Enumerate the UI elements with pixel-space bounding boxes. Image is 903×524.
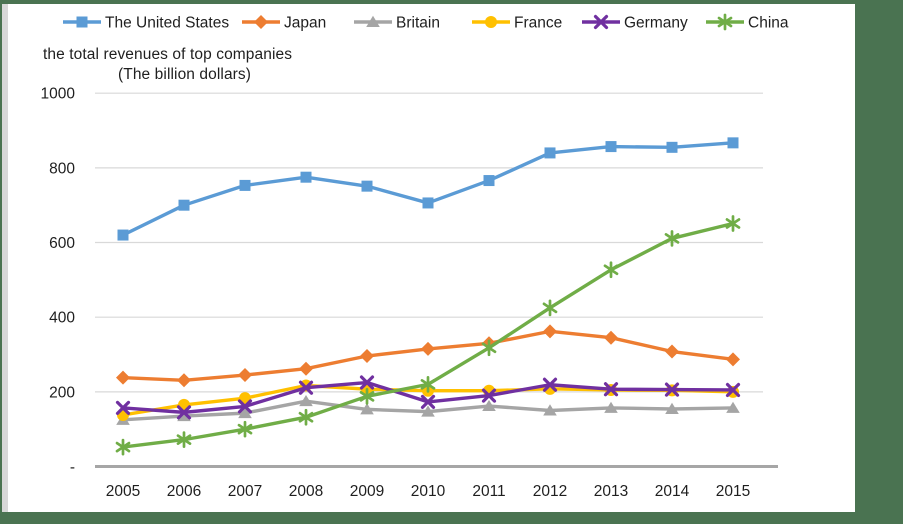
legend-label: The United States bbox=[105, 15, 229, 32]
y-tick-label: 600 bbox=[49, 235, 75, 252]
x-tick-label: 2008 bbox=[289, 483, 323, 500]
x-tick-label: 2010 bbox=[411, 483, 446, 500]
series-the-united-states bbox=[117, 137, 739, 241]
frame-border-left bbox=[0, 0, 2, 524]
series-line bbox=[121, 141, 735, 237]
legend-item-france: France bbox=[472, 15, 562, 32]
x-tick-label: 2012 bbox=[533, 483, 567, 500]
frame-border-bottom bbox=[0, 512, 903, 524]
legend-label: Germany bbox=[624, 15, 688, 32]
legend-item-the-united-states: The United States bbox=[63, 15, 229, 32]
frame-inner-strip bbox=[2, 4, 8, 512]
legend-item-china: China bbox=[706, 13, 789, 32]
legend-item-britain: Britain bbox=[354, 15, 440, 32]
y-tick-label: 400 bbox=[49, 310, 75, 327]
y-tick-label: 200 bbox=[49, 384, 75, 401]
legend-label: China bbox=[748, 15, 789, 32]
chart-title-line1: the total revenues of top companies bbox=[43, 46, 293, 63]
frame-border-top bbox=[0, 0, 903, 4]
x-tick-label: 2014 bbox=[655, 483, 690, 500]
series-germany bbox=[115, 375, 741, 420]
x-tick-label: 2015 bbox=[716, 483, 750, 500]
y-tick-label: - bbox=[70, 459, 75, 476]
series-britain bbox=[116, 394, 740, 425]
x-tick-label: 2006 bbox=[167, 483, 201, 500]
x-tick-label: 2007 bbox=[228, 483, 262, 500]
y-tick-label: 800 bbox=[49, 160, 75, 177]
legend: The United States Japan Britain France Germa… bbox=[63, 13, 789, 32]
series-japan bbox=[116, 324, 740, 388]
x-tick-label: 2013 bbox=[594, 483, 628, 500]
legend-item-japan: Japan bbox=[242, 15, 326, 32]
legend-label: France bbox=[514, 15, 562, 32]
series-china bbox=[115, 215, 741, 456]
y-tick-label: 1000 bbox=[41, 86, 76, 103]
frame-border-right bbox=[855, 0, 903, 524]
chart-title-line2: (The billion dollars) bbox=[118, 66, 252, 83]
x-tick-label: 2009 bbox=[350, 483, 384, 500]
x-tick-label: 2005 bbox=[106, 483, 140, 500]
legend-label: Britain bbox=[396, 15, 440, 32]
y-axis-labels: 1000 800 600 400 200 - bbox=[41, 86, 76, 476]
x-tick-label: 2011 bbox=[472, 483, 505, 500]
x-axis-labels: 2005 2006 2007 2008 2009 2010 2011 2012 2013 2014… bbox=[106, 483, 750, 500]
legend-item-germany: Germany bbox=[582, 15, 688, 32]
legend-label: Japan bbox=[284, 15, 326, 32]
